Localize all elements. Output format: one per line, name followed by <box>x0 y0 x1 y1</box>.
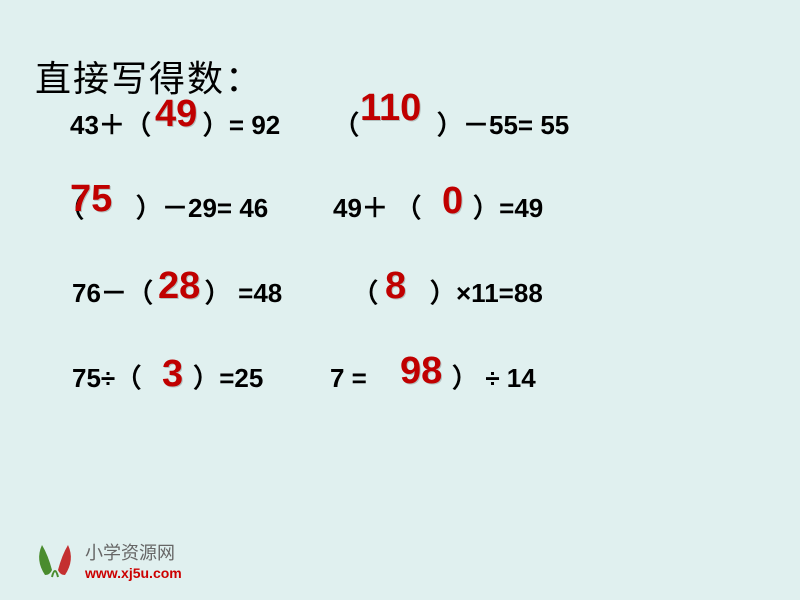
answer-8: 98 <box>400 350 442 393</box>
answer-3: 75 <box>70 178 112 221</box>
logo-text-container: 小学资源网 www.xj5u.com <box>85 539 182 581</box>
answer-7: 3 <box>162 353 183 396</box>
answer-4: 0 <box>442 180 463 223</box>
answer-5: 28 <box>158 265 200 308</box>
answer-2: 110 <box>360 87 421 130</box>
equation-3-right: （ ）×11=88 <box>352 273 543 310</box>
logo-text-top: 小学资源网 <box>85 539 182 565</box>
answer-6: 8 <box>385 265 406 308</box>
answer-1: 49 <box>155 93 197 136</box>
logo-text-bottom: www.xj5u.com <box>85 565 182 581</box>
site-logo: 小学资源网 www.xj5u.com <box>30 535 182 585</box>
slide-title: 直接写得数： <box>35 50 263 102</box>
leaf-icon <box>30 535 80 585</box>
equation-2-right: 49＋ （ ）=49 <box>333 188 543 225</box>
